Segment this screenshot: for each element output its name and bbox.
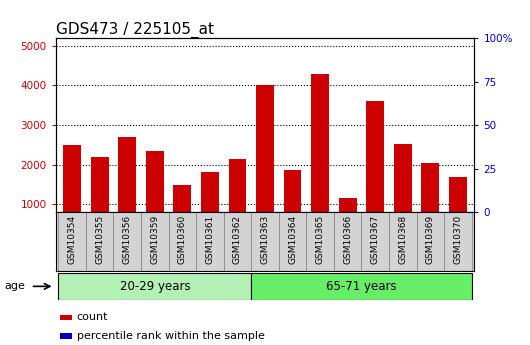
Bar	[339, 198, 357, 244]
Bar	[334, 212, 361, 271]
Bar	[421, 163, 439, 244]
Text: GSM10370: GSM10370	[453, 215, 462, 264]
Bar	[449, 177, 467, 244]
Bar	[196, 212, 224, 271]
Text: GSM10363: GSM10363	[261, 215, 269, 264]
Text: GSM10361: GSM10361	[206, 215, 215, 264]
Bar	[58, 273, 251, 300]
Bar	[311, 73, 329, 244]
Bar	[251, 212, 279, 271]
Bar	[146, 151, 164, 244]
Text: GSM10366: GSM10366	[343, 215, 352, 264]
Bar	[251, 273, 472, 300]
Bar	[60, 333, 72, 338]
Text: 65-71 years: 65-71 years	[326, 280, 397, 293]
Bar	[389, 212, 417, 271]
Bar	[58, 212, 86, 271]
Bar	[417, 212, 444, 271]
Bar	[113, 212, 141, 271]
Text: GSM10364: GSM10364	[288, 215, 297, 264]
Text: GSM10359: GSM10359	[151, 215, 160, 264]
Text: GSM10365: GSM10365	[315, 215, 324, 264]
Bar	[118, 137, 136, 244]
Text: GSM10354: GSM10354	[68, 215, 77, 264]
Bar	[366, 100, 384, 244]
Bar	[91, 157, 109, 244]
Bar	[394, 144, 412, 244]
Text: GDS473 / 225105_at: GDS473 / 225105_at	[56, 22, 214, 38]
Text: GSM10369: GSM10369	[426, 215, 435, 264]
Bar	[256, 86, 274, 244]
Bar	[63, 145, 81, 244]
Text: GSM10362: GSM10362	[233, 215, 242, 264]
Bar	[361, 212, 389, 271]
Bar	[201, 172, 219, 244]
Text: percentile rank within the sample: percentile rank within the sample	[77, 331, 264, 341]
Bar	[86, 212, 113, 271]
Bar	[444, 212, 472, 271]
Bar	[306, 212, 334, 271]
Text: 20-29 years: 20-29 years	[119, 280, 190, 293]
Bar	[141, 212, 169, 271]
Bar	[228, 159, 246, 244]
Text: count: count	[77, 313, 108, 322]
Text: age: age	[4, 282, 25, 291]
Text: GSM10367: GSM10367	[370, 215, 379, 264]
Bar	[224, 212, 251, 271]
Bar	[279, 212, 306, 271]
Text: GSM10355: GSM10355	[95, 215, 104, 264]
Bar	[284, 170, 302, 244]
Text: GSM10368: GSM10368	[398, 215, 407, 264]
Bar	[173, 185, 191, 244]
Bar	[169, 212, 196, 271]
Bar	[60, 315, 72, 320]
Text: GSM10360: GSM10360	[178, 215, 187, 264]
Text: GSM10356: GSM10356	[123, 215, 132, 264]
